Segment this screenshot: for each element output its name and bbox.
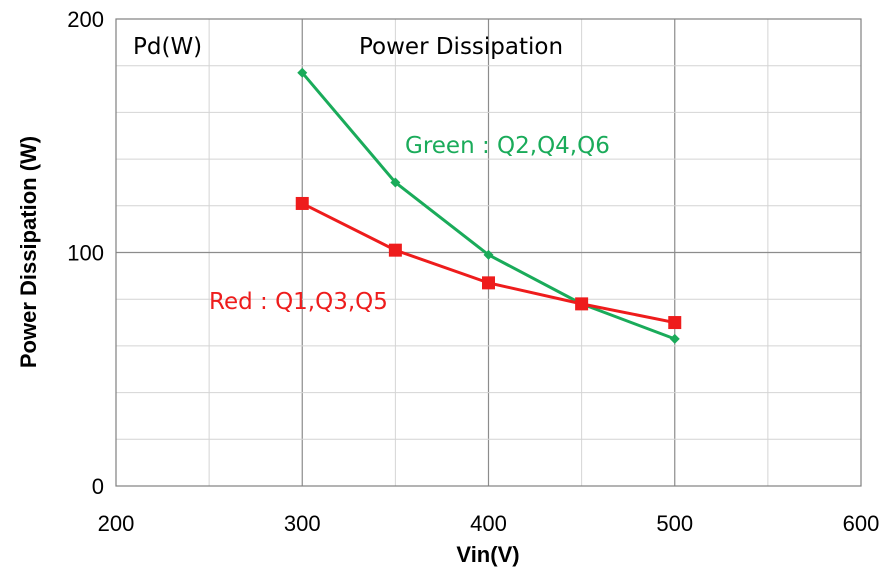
data-point-red (575, 297, 589, 311)
y-tick-label: 100 (67, 241, 104, 266)
data-point-red (295, 196, 309, 210)
y-tick-label: 0 (92, 474, 104, 499)
chart-title: Power Dissipation (359, 34, 563, 60)
series-layer (295, 67, 682, 344)
x-tick-label: 300 (284, 511, 321, 536)
y-axis-title: Power Dissipation (W) (16, 136, 41, 368)
x-tick-label: 200 (98, 511, 135, 536)
data-point-green (390, 177, 401, 188)
x-tick-label: 500 (656, 511, 693, 536)
plot-area-border (115, 18, 862, 487)
data-point-red (388, 243, 402, 257)
data-point-red (482, 276, 495, 290)
x-tick-labels: 200 300 400 500 600 (98, 511, 880, 536)
grid (116, 19, 861, 486)
data-point-green (297, 67, 308, 78)
x-axis-title: Vin(V) (456, 542, 519, 567)
series-label-red: Red : Q1,Q3,Q5 (209, 289, 388, 315)
y-tick-labels: 0 100 200 (67, 7, 104, 499)
x-tick-label: 400 (470, 511, 507, 536)
y-tick-label: 200 (67, 7, 104, 32)
unit-label: Pd(W) (133, 34, 202, 60)
data-point-green (669, 333, 680, 344)
data-point-red (668, 316, 682, 330)
data-point-green (483, 249, 494, 260)
series-label-green: Green : Q2,Q4,Q6 (405, 133, 610, 159)
x-tick-label: 600 (843, 511, 880, 536)
